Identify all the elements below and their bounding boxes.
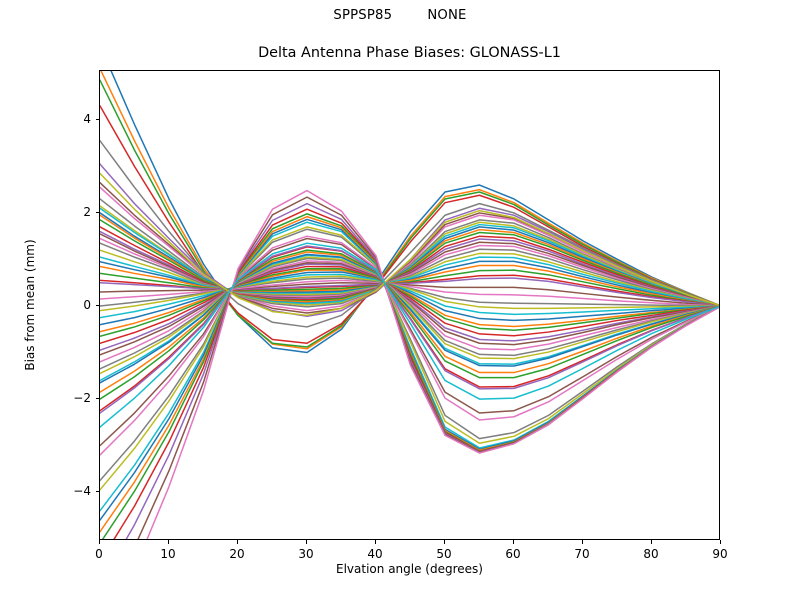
series-line [100,279,719,307]
series-lines [100,71,719,539]
series-line [100,275,719,312]
series-line [100,237,719,447]
x-tick-label: 10 [160,547,176,561]
series-line [100,253,719,384]
series-line [100,71,719,350]
x-tick-mark [513,540,514,544]
y-axis-label: Bias from mean (mm) [23,239,37,371]
x-tick-label: 40 [367,547,383,561]
series-line [100,198,719,308]
x-tick-label: 20 [229,547,245,561]
series-line [100,79,719,348]
series-line [100,269,719,307]
x-tick-label: 60 [505,547,521,561]
y-tick-label: 0 [83,298,91,312]
axes-frame [99,70,720,540]
y-tick-mark [95,211,99,213]
x-tick-mark [444,540,445,544]
plot-area: 0 10 20 30 40 50 60 70 80 90 −4 −2 0 2 4 [73,70,728,561]
y-tick-label: 4 [83,111,91,126]
x-tick-mark [168,540,169,544]
series-line [100,245,719,414]
x-tick-label: 90 [712,547,728,561]
series-line [100,172,719,317]
series-line [100,235,719,456]
series-line [100,277,719,307]
x-tick-label: 80 [643,547,659,561]
series-line [146,189,719,539]
y-tick-label: −2 [73,391,91,406]
series-line [100,226,719,307]
series-line [100,242,719,428]
series-line [100,219,719,307]
series-line [100,265,719,344]
x-tick-label: 70 [574,547,590,561]
series-line [100,251,719,393]
series-line [100,226,719,491]
series-line [100,249,719,400]
series-line [100,261,719,356]
series-line [100,281,719,307]
x-tick-mark [99,540,100,544]
x-tick-label: 30 [298,547,314,561]
y-tick-mark [95,118,99,120]
y-tick-mark [95,491,99,493]
y-tick-label: 2 [83,204,91,219]
series-line [100,260,719,363]
series-line [100,242,719,307]
x-tick-mark [237,540,238,544]
series-line [100,268,719,337]
y-tick-mark [95,398,99,400]
x-tick-mark [720,540,721,544]
chart-title: Delta Antenna Phase Biases: GLONASS-L1 [258,45,561,61]
y-tick-mark [95,305,99,306]
series-line [100,257,719,370]
series-line [100,256,719,375]
series-line [100,264,719,307]
series-line [100,273,719,319]
x-tick-mark [306,540,307,544]
x-tick-label: 50 [436,547,452,561]
series-line [100,228,719,482]
figure-suptitle: SPPSP85 NONE [333,8,467,23]
series-line [100,140,719,328]
series-line [100,263,719,351]
series-line [100,269,719,333]
series-line [100,233,719,307]
x-tick-mark [375,540,376,544]
x-tick-label: 0 [95,547,103,561]
series-line [100,256,719,307]
series-line [110,71,719,354]
x-tick-mark [582,540,583,544]
series-line [100,277,719,307]
series-line [100,186,719,312]
y-tick-label: −4 [73,484,91,499]
series-line [100,271,719,326]
x-tick-mark [651,540,652,544]
x-axis-label: Elvation angle (degrees) [336,562,483,576]
